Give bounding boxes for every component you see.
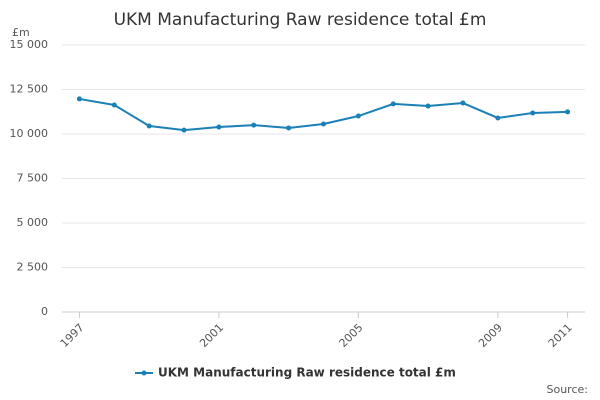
y-tick-label: 10 000 — [10, 127, 49, 140]
point — [286, 125, 292, 131]
y-tick-label: 5 000 — [17, 216, 49, 229]
y-tick-label: 15 000 — [10, 38, 49, 51]
point — [111, 102, 117, 108]
y-tick-label: 7 500 — [17, 172, 49, 185]
chart-title: UKM Manufacturing Raw residence total £m — [114, 10, 487, 30]
y-tick-label: 2 500 — [17, 261, 49, 274]
legend-marker — [141, 370, 147, 376]
point — [530, 110, 536, 116]
point — [460, 100, 466, 106]
point — [146, 123, 152, 129]
y-unit: £m — [12, 26, 30, 39]
x-tick-label: 2001 — [197, 321, 226, 350]
point — [181, 127, 187, 133]
source: Source: — [547, 383, 589, 396]
x-tick-label: 1997 — [58, 321, 87, 350]
y-tick-label: 12 500 — [10, 83, 49, 96]
x-tick-label: 2009 — [476, 321, 505, 350]
point — [495, 115, 501, 121]
point — [251, 122, 257, 128]
point — [565, 109, 571, 115]
point — [216, 124, 222, 130]
point — [76, 96, 82, 102]
point — [425, 103, 431, 109]
x-tick-label: 2005 — [337, 321, 366, 350]
x-tick-label: 2011 — [546, 321, 575, 350]
legend-label: UKM Manufacturing Raw residence total £m — [158, 366, 456, 380]
point — [390, 101, 396, 107]
point — [355, 113, 361, 119]
y-tick-label: 0 — [41, 305, 48, 318]
point — [321, 121, 326, 127]
